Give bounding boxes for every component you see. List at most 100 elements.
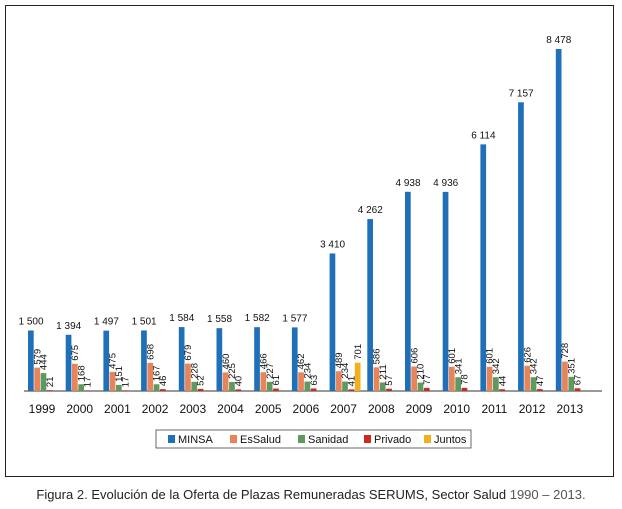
- legend-swatch-juntos: [424, 435, 431, 443]
- bar-sanidad-2008: [379, 382, 386, 391]
- tick-label-2006: 2006: [293, 402, 320, 416]
- bar-essalud-2010: [449, 366, 455, 391]
- bar-minsa-2005: [254, 327, 260, 391]
- bar-privado-2004: [235, 389, 242, 391]
- tick-label-2000: 2000: [66, 402, 93, 416]
- label-sanidad-2009: 210: [416, 364, 427, 380]
- label-minsa-2006: 1 577: [282, 313, 307, 324]
- bar-minsa-2002: [141, 330, 147, 391]
- tick-label-2012: 2012: [519, 402, 546, 416]
- label-privado-2006: 63: [309, 375, 320, 386]
- bar-sanidad-2005: [266, 381, 273, 391]
- tick-label-2002: 2002: [142, 402, 169, 416]
- bar-minsa-2011: [480, 144, 487, 391]
- label-essalud-2005: 466: [259, 353, 270, 369]
- tick-label-1999: 1999: [29, 402, 56, 416]
- legend-label-minsa: MINSA: [178, 434, 214, 446]
- legend: [155, 429, 472, 449]
- bar-essalud-2001: [109, 371, 116, 391]
- label-minsa-2005: 1 582: [245, 313, 270, 324]
- bar-minsa-2006: [291, 327, 298, 391]
- bar-minsa-2003: [178, 327, 185, 391]
- label-privado-2010: 78: [460, 374, 471, 385]
- bar-essalud-2006: [298, 372, 304, 391]
- label-sanidad-2002: 167: [152, 365, 163, 381]
- legend-label-juntos: Juntos: [434, 434, 467, 446]
- bar-sanidad-2002: [153, 384, 160, 391]
- bar-minsa-2001: [103, 330, 110, 391]
- tick-label-2003: 2003: [179, 402, 206, 416]
- label-privado-2008: 57: [384, 375, 395, 386]
- label-sanidad-2004: 225: [227, 363, 238, 379]
- bar-sanidad-2013: [568, 376, 575, 391]
- bar-sanidad-2010: [455, 377, 461, 391]
- bar-privado-1999: [46, 390, 53, 391]
- bar-essalud-2009: [411, 366, 417, 391]
- label-sanidad-2006: 234: [303, 363, 314, 379]
- bar-sanidad-2011: [493, 377, 499, 391]
- label-essalud-2009: 606: [409, 348, 420, 364]
- label-privado-2011: 44: [497, 376, 508, 387]
- label-privado-2001: 17: [120, 377, 131, 388]
- label-essalud-2012: 626: [522, 347, 533, 363]
- bar-sanidad-2000: [78, 384, 84, 391]
- bar-minsa-1999: [28, 330, 34, 391]
- bar-essalud-2011: [486, 366, 493, 391]
- caption-number: 2.: [76, 487, 88, 502]
- label-privado-2004: 40: [233, 376, 244, 387]
- label-minsa-1999: 1 500: [18, 316, 43, 327]
- label-sanidad-2007: 234: [340, 363, 351, 379]
- bar-privado-2013: [574, 388, 581, 391]
- label-minsa-2009: 4 938: [395, 178, 420, 189]
- bar-essalud-2008: [373, 367, 380, 391]
- tick-label-2001: 2001: [104, 402, 131, 416]
- bar-privado-2002: [160, 389, 166, 391]
- legend-label-privado: Privado: [374, 434, 411, 446]
- bar-sanidad-2006: [304, 381, 311, 391]
- caption-text: Evolución de la Oferta de Plazas Remuner…: [91, 487, 507, 502]
- bar-privado-2007: [348, 389, 355, 391]
- tick-label-2009: 2009: [406, 402, 433, 416]
- label-essalud-2002: 698: [145, 344, 156, 360]
- label-sanidad-2013: 351: [566, 358, 577, 374]
- bar-privado-2001: [122, 390, 128, 391]
- label-minsa-2008: 4 262: [358, 205, 383, 216]
- bar-privado-2003: [197, 388, 204, 391]
- label-essalud-2000: 675: [70, 345, 81, 361]
- label-minsa-2010: 4 936: [433, 178, 458, 189]
- legend-label-essalud: EsSalud: [240, 434, 281, 446]
- label-sanidad-2005: 227: [265, 363, 276, 379]
- bar-privado-2012: [537, 389, 543, 391]
- bar-essalud-2000: [72, 363, 78, 391]
- bar-privado-2000: [84, 390, 91, 391]
- bar-privado-2006: [310, 388, 317, 391]
- label-privado-2003: 52: [196, 375, 207, 386]
- bar-sanidad-1999: [40, 373, 47, 391]
- label-privado-2002: 46: [158, 376, 169, 387]
- label-essalud-2013: 728: [560, 343, 571, 359]
- bar-privado-2011: [499, 389, 505, 391]
- legend-swatch-minsa: [168, 435, 175, 443]
- bar-minsa-2007: [329, 253, 336, 391]
- label-sanidad-2000: 168: [76, 365, 87, 381]
- label-privado-2013: 67: [573, 375, 584, 386]
- chart-frame: 1 500 579 444 21 1999 1 394 675 168 17 2000 1 497 4…: [5, 5, 614, 477]
- bar-minsa-2010: [442, 191, 449, 391]
- label-privado-1999: 21: [45, 377, 56, 388]
- figure-caption: Figura 2. Evolución de la Oferta de Plaz…: [0, 487, 622, 502]
- bar-essalud-2003: [185, 363, 191, 391]
- label-sanidad-2010: 341: [453, 358, 464, 374]
- legend-swatch-sanidad: [298, 435, 305, 443]
- bar-sanidad-2009: [417, 382, 424, 391]
- bar-sanidad-2001: [116, 384, 122, 391]
- label-essalud-2008: 586: [372, 349, 383, 365]
- legend-label-sanidad: Sanidad: [308, 434, 348, 446]
- label-essalud-2004: 460: [221, 354, 232, 370]
- bar-sanidad-2003: [191, 381, 198, 391]
- tick-label-2008: 2008: [368, 402, 395, 416]
- bar-minsa-2009: [405, 191, 411, 391]
- label-essalud-2003: 679: [183, 345, 194, 361]
- bar-minsa-2013: [555, 48, 562, 391]
- caption-years: 1990 – 2013.: [509, 487, 586, 502]
